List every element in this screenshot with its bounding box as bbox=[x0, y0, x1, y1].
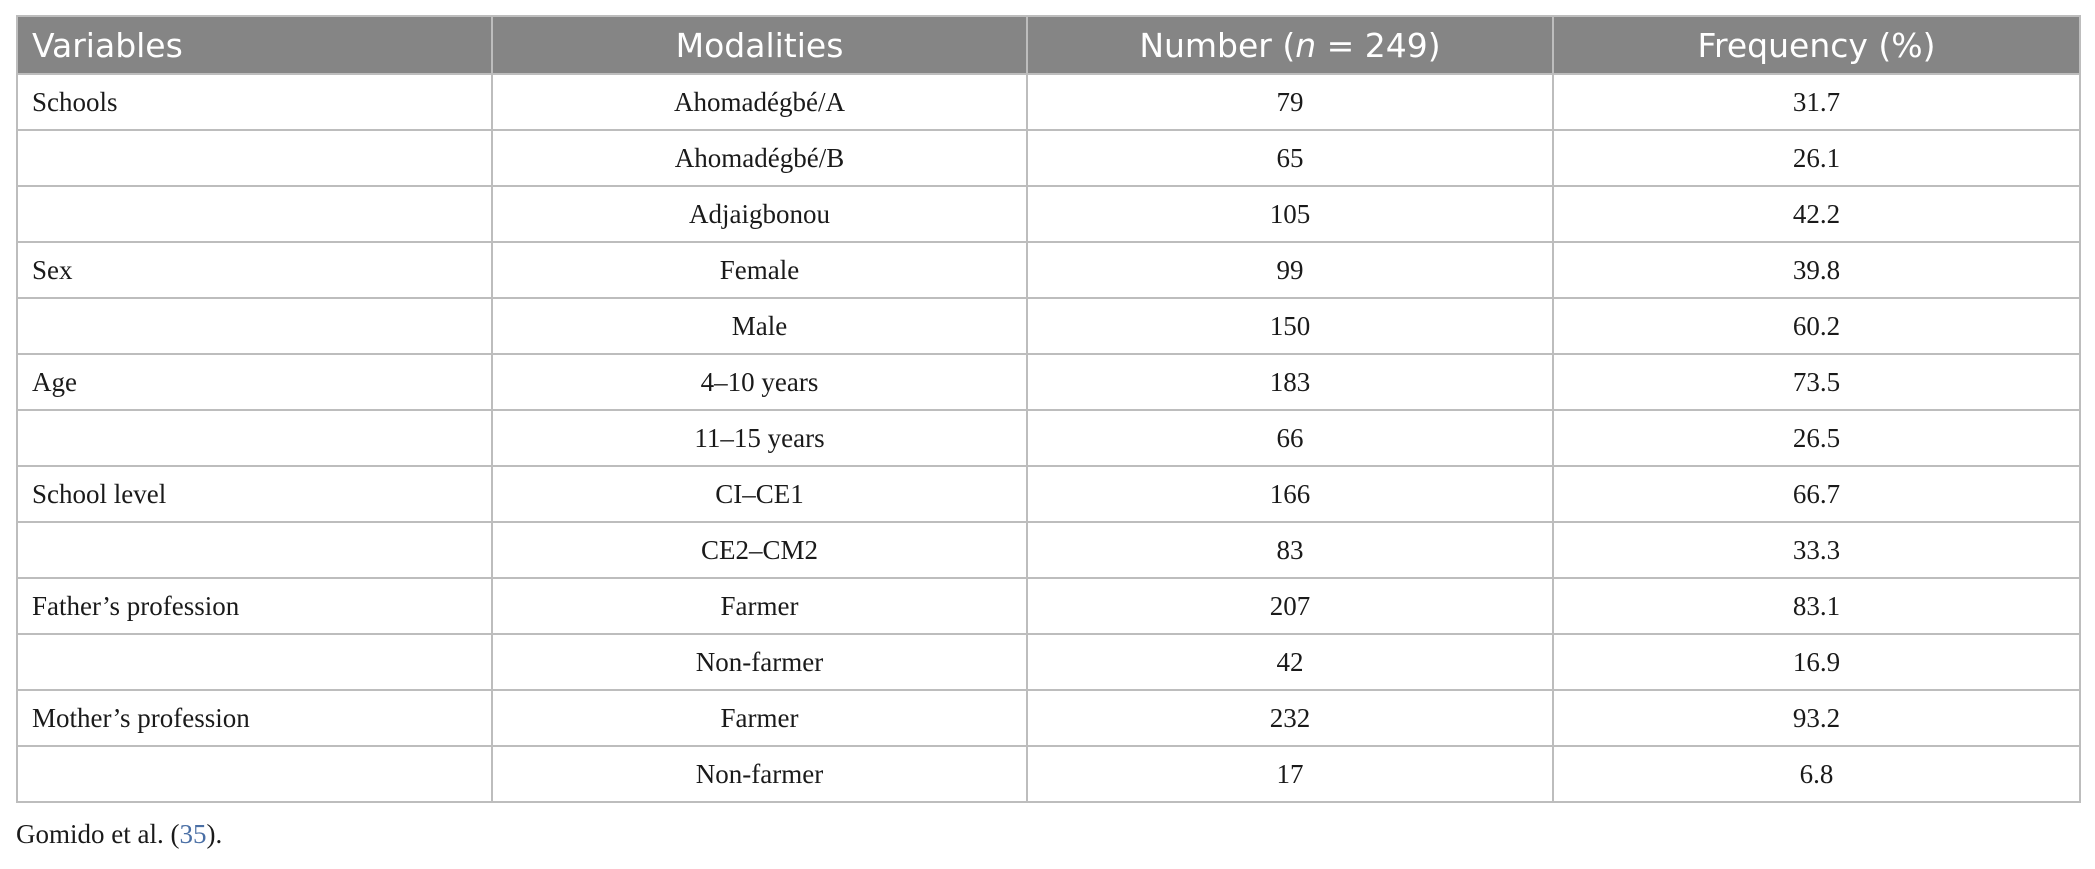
table-row: CE2–CM2 83 33.3 bbox=[16, 521, 2081, 579]
table-row: Non-farmer 42 16.9 bbox=[16, 633, 2081, 691]
cell-frequency: 83.1 bbox=[1552, 577, 2081, 635]
cell-variable: Mother’s profession bbox=[16, 689, 493, 747]
cell-modality: Ahomadégbé/A bbox=[491, 73, 1028, 131]
header-number-n: n bbox=[1295, 25, 1317, 65]
cell-number: 150 bbox=[1026, 297, 1554, 355]
table-row: Male 150 60.2 bbox=[16, 297, 2081, 355]
cell-number: 83 bbox=[1026, 521, 1554, 579]
table-row: Age 4–10 years 183 73.5 bbox=[16, 353, 2081, 411]
table-source-footnote: Gomido et al. (35). bbox=[16, 819, 2079, 850]
cell-variable: Age bbox=[16, 353, 493, 411]
table-row: School level CI–CE1 166 66.7 bbox=[16, 465, 2081, 523]
header-variables: Variables bbox=[16, 16, 493, 75]
cell-number: 166 bbox=[1026, 465, 1554, 523]
cell-frequency: 6.8 bbox=[1552, 745, 2081, 803]
data-table: Variables Modalities Number (n = 249) Fr… bbox=[16, 15, 2081, 803]
reference-link[interactable]: 35 bbox=[179, 819, 207, 849]
cell-variable bbox=[16, 297, 493, 355]
cell-number: 207 bbox=[1026, 577, 1554, 635]
cell-modality: Ahomadégbé/B bbox=[491, 129, 1028, 187]
table-row: Mother’s profession Farmer 232 93.2 bbox=[16, 689, 2081, 747]
cell-variable: Father’s profession bbox=[16, 577, 493, 635]
cell-number: 65 bbox=[1026, 129, 1554, 187]
table-row: Father’s profession Farmer 207 83.1 bbox=[16, 577, 2081, 635]
header-frequency: Frequency (%) bbox=[1552, 16, 2081, 75]
cell-number: 99 bbox=[1026, 241, 1554, 299]
table-figure: Variables Modalities Number (n = 249) Fr… bbox=[16, 15, 2081, 850]
cell-frequency: 33.3 bbox=[1552, 521, 2081, 579]
cell-modality: Male bbox=[491, 297, 1028, 355]
cell-frequency: 42.2 bbox=[1552, 185, 2081, 243]
cell-modality: 11–15 years bbox=[491, 409, 1028, 467]
footnote-text-end: ). bbox=[206, 819, 223, 849]
cell-variable bbox=[16, 521, 493, 579]
cell-variable bbox=[16, 129, 493, 187]
table-row: 11–15 years 66 26.5 bbox=[16, 409, 2081, 467]
cell-modality: Non-farmer bbox=[491, 633, 1028, 691]
cell-number: 232 bbox=[1026, 689, 1554, 747]
cell-frequency: 60.2 bbox=[1552, 297, 2081, 355]
cell-frequency: 26.5 bbox=[1552, 409, 2081, 467]
cell-frequency: 16.9 bbox=[1552, 633, 2081, 691]
cell-variable bbox=[16, 633, 493, 691]
cell-frequency: 26.1 bbox=[1552, 129, 2081, 187]
table-row: Schools Ahomadégbé/A 79 31.7 bbox=[16, 73, 2081, 131]
cell-modality: Female bbox=[491, 241, 1028, 299]
table-row: Non-farmer 17 6.8 bbox=[16, 745, 2081, 803]
table-header-row: Variables Modalities Number (n = 249) Fr… bbox=[16, 16, 2081, 75]
cell-variable: Schools bbox=[16, 73, 493, 131]
cell-frequency: 31.7 bbox=[1552, 73, 2081, 131]
header-number-suffix: = 249) bbox=[1316, 25, 1441, 65]
cell-modality: Farmer bbox=[491, 689, 1028, 747]
cell-frequency: 93.2 bbox=[1552, 689, 2081, 747]
cell-number: 66 bbox=[1026, 409, 1554, 467]
footnote-text: Gomido et al. ( bbox=[16, 819, 180, 849]
cell-frequency: 39.8 bbox=[1552, 241, 2081, 299]
header-number: Number (n = 249) bbox=[1026, 16, 1554, 75]
cell-frequency: 73.5 bbox=[1552, 353, 2081, 411]
cell-variable bbox=[16, 745, 493, 803]
cell-number: 183 bbox=[1026, 353, 1554, 411]
cell-frequency: 66.7 bbox=[1552, 465, 2081, 523]
cell-variable bbox=[16, 409, 493, 467]
header-number-prefix: Number ( bbox=[1139, 25, 1296, 65]
cell-modality: Adjaigbonou bbox=[491, 185, 1028, 243]
header-modalities: Modalities bbox=[491, 16, 1028, 75]
cell-modality: Farmer bbox=[491, 577, 1028, 635]
cell-modality: CI–CE1 bbox=[491, 465, 1028, 523]
table-row: Sex Female 99 39.8 bbox=[16, 241, 2081, 299]
cell-variable: School level bbox=[16, 465, 493, 523]
cell-number: 17 bbox=[1026, 745, 1554, 803]
cell-modality: CE2–CM2 bbox=[491, 521, 1028, 579]
cell-variable: Sex bbox=[16, 241, 493, 299]
table-row: Ahomadégbé/B 65 26.1 bbox=[16, 129, 2081, 187]
table-row: Adjaigbonou 105 42.2 bbox=[16, 185, 2081, 243]
cell-number: 42 bbox=[1026, 633, 1554, 691]
cell-variable bbox=[16, 185, 493, 243]
cell-modality: 4–10 years bbox=[491, 353, 1028, 411]
cell-number: 79 bbox=[1026, 73, 1554, 131]
cell-number: 105 bbox=[1026, 185, 1554, 243]
cell-modality: Non-farmer bbox=[491, 745, 1028, 803]
